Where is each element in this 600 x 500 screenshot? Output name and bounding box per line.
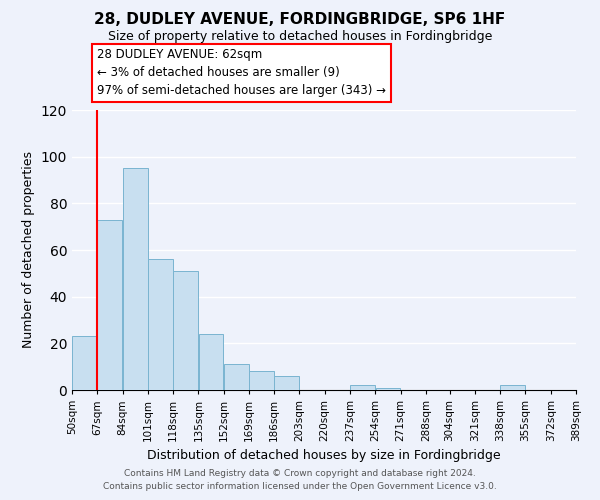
Bar	[97, 220, 122, 390]
X-axis label: Distribution of detached houses by size in Fordingbridge: Distribution of detached houses by size …	[147, 450, 501, 462]
Bar	[500, 386, 525, 390]
Bar	[350, 386, 375, 390]
Text: Contains public sector information licensed under the Open Government Licence v3: Contains public sector information licen…	[103, 482, 497, 491]
Bar	[72, 336, 97, 390]
Bar	[274, 376, 299, 390]
Bar	[123, 168, 148, 390]
Y-axis label: Number of detached properties: Number of detached properties	[22, 152, 35, 348]
Bar	[224, 364, 248, 390]
Text: Contains HM Land Registry data © Crown copyright and database right 2024.: Contains HM Land Registry data © Crown c…	[124, 468, 476, 477]
Text: 28, DUDLEY AVENUE, FORDINGBRIDGE, SP6 1HF: 28, DUDLEY AVENUE, FORDINGBRIDGE, SP6 1H…	[94, 12, 506, 28]
Bar	[148, 260, 173, 390]
Bar	[199, 334, 223, 390]
Bar	[249, 372, 274, 390]
Text: Size of property relative to detached houses in Fordingbridge: Size of property relative to detached ho…	[108, 30, 492, 43]
Bar	[376, 388, 400, 390]
Bar	[173, 271, 198, 390]
Text: 28 DUDLEY AVENUE: 62sqm
← 3% of detached houses are smaller (9)
97% of semi-deta: 28 DUDLEY AVENUE: 62sqm ← 3% of detached…	[97, 48, 386, 98]
